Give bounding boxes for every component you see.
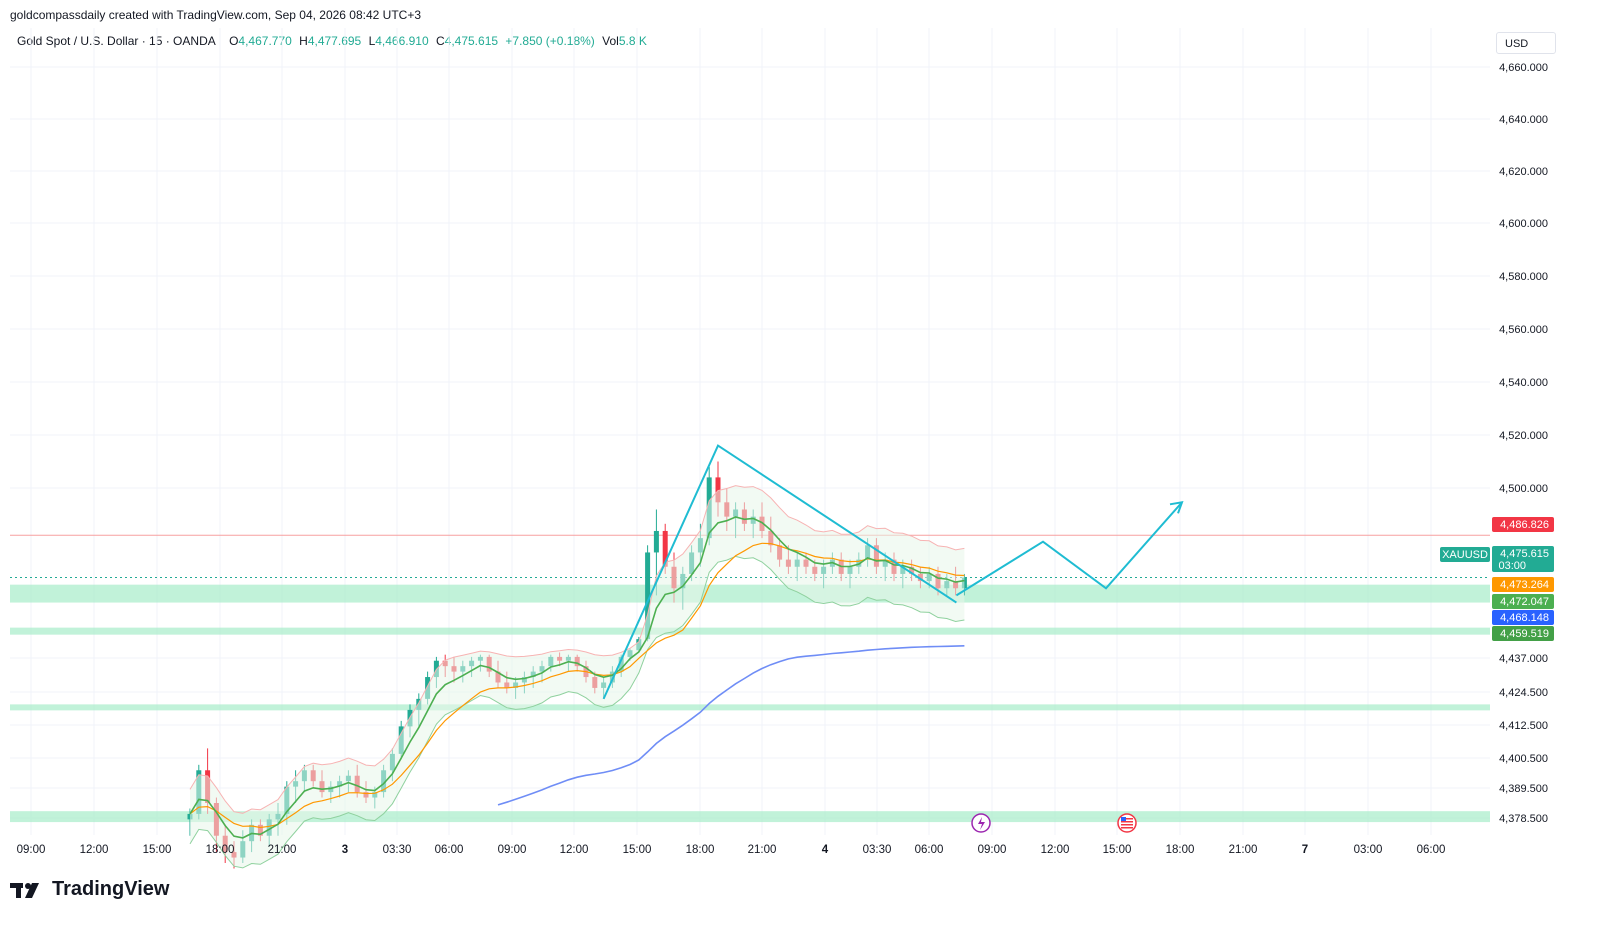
y-axis-tick-label: 4,560.000 <box>1499 324 1548 336</box>
candle-body <box>715 477 721 503</box>
ema-mid-line <box>189 542 965 829</box>
lightning-glyph-icon <box>978 817 985 830</box>
x-axis-tick-label: 15:00 <box>623 844 652 856</box>
y-axis-tick-label: 4,424.500 <box>1499 687 1548 699</box>
price-tag <box>1492 517 1554 532</box>
support-zone <box>10 704 1490 711</box>
ema-slow-line <box>497 645 965 806</box>
x-axis-tick-label: 15:00 <box>143 844 172 856</box>
y-axis-tick-label: 4,400.500 <box>1499 753 1548 765</box>
flag-stripe <box>1121 827 1133 829</box>
x-axis-tick-label: 18:00 <box>686 844 715 856</box>
price-tag-label: 4,486.826 <box>1500 519 1549 531</box>
projection-path <box>955 501 1183 597</box>
publisher-line: goldcompassdaily created with TradingVie… <box>10 8 422 22</box>
x-axis-tick-label: 15:00 <box>1103 844 1132 856</box>
x-axis-tick-label: 06:00 <box>915 844 944 856</box>
symbol-tag <box>1440 547 1490 562</box>
x-axis-tick-label: 03:30 <box>863 844 892 856</box>
price-tag-label: 4,475.615 <box>1500 548 1549 560</box>
x-axis-tick-label: 18:00 <box>206 844 235 856</box>
x-axis-tick-label: 21:00 <box>268 844 297 856</box>
high-value: 4,477.695 <box>307 34 362 48</box>
envelope-lower <box>189 555 965 869</box>
x-axis-tick-label: 18:00 <box>1166 844 1195 856</box>
tradingview-logo-icon <box>10 882 39 898</box>
price-tag <box>1492 546 1554 572</box>
x-axis-tick-label: 06:00 <box>1417 844 1446 856</box>
price-tag-label: 4,468.148 <box>1500 612 1549 624</box>
x-axis-tick-label: 4 <box>822 844 829 856</box>
support-zone <box>10 627 1490 635</box>
flag-stripe <box>1121 818 1133 820</box>
candle-body <box>645 552 651 640</box>
y-axis-tick-label: 4,437.000 <box>1499 653 1548 665</box>
ema-fast-line <box>189 516 965 839</box>
x-axis-tick-label: 09:00 <box>978 844 1007 856</box>
x-axis-tick-label: 09:00 <box>17 844 46 856</box>
x-axis-tick-label: 3 <box>342 844 348 856</box>
symbol-tag-label: XAUUSD <box>1442 549 1488 561</box>
price-tag <box>1492 610 1554 625</box>
x-axis-tick-label: 12:00 <box>1041 844 1070 856</box>
y-axis-tick-label: 4,500.000 <box>1499 483 1548 495</box>
close-value: 4,475.615 <box>444 34 499 48</box>
open-label: O <box>229 34 239 48</box>
flag-canton <box>1121 817 1126 821</box>
open-value: 4,467.770 <box>238 34 292 48</box>
envelope-band <box>190 485 965 868</box>
x-axis-tick-label: 7 <box>1302 844 1308 856</box>
y-axis-tick-label: 4,412.500 <box>1499 720 1548 732</box>
close-label: C <box>435 34 445 48</box>
candle-body <box>662 530 668 567</box>
x-axis-tick-label: 21:00 <box>748 844 777 856</box>
event-us-flag-icon <box>1117 813 1137 833</box>
y-axis-tick-label: 4,600.000 <box>1499 218 1548 230</box>
symbol-name[interactable]: Gold Spot / U.S. Dollar · 15 · OANDA <box>17 34 216 48</box>
x-axis-tick-label: 12:00 <box>80 844 109 856</box>
envelope-upper <box>189 485 965 814</box>
price-tag <box>1492 594 1554 609</box>
projection-arrowhead <box>1169 501 1184 514</box>
change-value: +7.850 (+0.18%) <box>505 34 595 48</box>
price-tag-label: 4,472.047 <box>1500 596 1549 608</box>
y-axis-tick-label: 4,640.000 <box>1499 114 1548 126</box>
x-axis-tick-label: 03:30 <box>383 844 412 856</box>
x-axis-tick-label: 12:00 <box>560 844 589 856</box>
y-axis-tick-label: 4,620.000 <box>1499 166 1548 178</box>
price-tag-label: 4,473.264 <box>1500 579 1549 591</box>
high-label: H <box>299 34 308 48</box>
y-axis-tick-label: 4,378.500 <box>1499 813 1548 825</box>
y-axis-tick-label: 4,540.000 <box>1499 377 1548 389</box>
flag-stripe <box>1121 821 1133 823</box>
tradingview-brand: TradingView <box>10 878 169 901</box>
symbol-legend: Gold Spot / U.S. Dollar · 15 · OANDA O4,… <box>17 34 647 48</box>
volume-label: Vol <box>602 34 619 48</box>
support-zone <box>10 584 1490 603</box>
x-axis-tick-label: 09:00 <box>498 844 527 856</box>
flag-stripe <box>1121 824 1133 826</box>
volume-value: 5.8 K <box>618 34 647 48</box>
support-zone <box>10 811 1490 823</box>
brand-name: TradingView <box>52 878 170 900</box>
x-axis-tick-label: 21:00 <box>1229 844 1258 856</box>
price-tag <box>1492 626 1554 641</box>
analyst-zigzag <box>602 444 957 700</box>
candle-body <box>653 530 659 553</box>
y-axis-tick-label: 4,660.000 <box>1499 62 1548 74</box>
low-label: L <box>368 34 376 48</box>
y-axis-tick-label: 4,520.000 <box>1499 430 1548 442</box>
price-tag-label: 4,459.519 <box>1500 628 1549 640</box>
currency-selector[interactable]: USD <box>1496 32 1556 54</box>
x-axis-tick-label: 03:00 <box>1354 844 1383 856</box>
y-axis-tick-label: 4,580.000 <box>1499 271 1548 283</box>
price-tag <box>1492 577 1554 592</box>
price-tag-countdown: 03:00 <box>1498 560 1526 572</box>
low-value: 4,466.910 <box>375 34 429 48</box>
y-axis-tick-label: 4,389.500 <box>1499 783 1548 795</box>
x-axis-tick-label: 06:00 <box>435 844 464 856</box>
